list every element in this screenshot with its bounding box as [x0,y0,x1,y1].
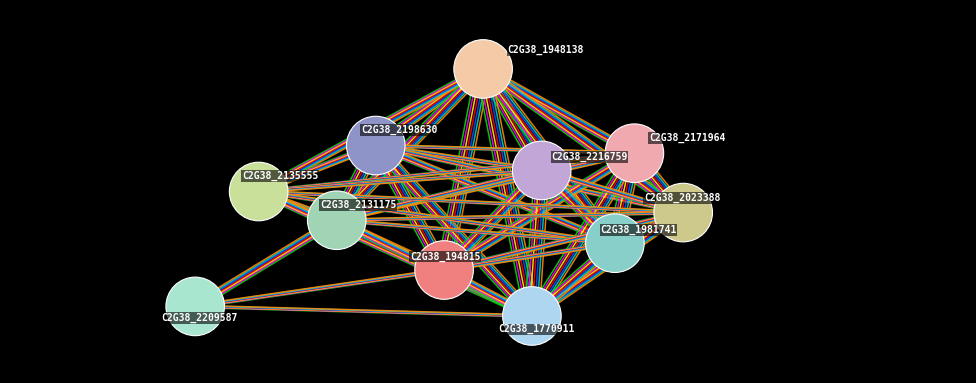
Text: C2G38_2131175: C2G38_2131175 [320,200,396,210]
Ellipse shape [415,241,473,299]
Ellipse shape [605,124,664,182]
Text: C2G38_2198630: C2G38_2198630 [361,125,437,135]
Ellipse shape [503,287,561,345]
Text: C2G38_1770911: C2G38_1770911 [498,324,574,334]
Text: C2G38_2216759: C2G38_2216759 [551,152,628,162]
Ellipse shape [166,277,224,336]
Ellipse shape [346,116,405,175]
Ellipse shape [512,141,571,200]
Ellipse shape [307,191,366,249]
Text: C2G38_2135555: C2G38_2135555 [242,171,318,181]
Ellipse shape [454,40,512,98]
Ellipse shape [654,183,712,242]
Ellipse shape [229,162,288,221]
Text: C2G38_2171964: C2G38_2171964 [649,133,725,143]
Text: C2G38_194815: C2G38_194815 [410,252,480,262]
Text: C2G38_1948138: C2G38_1948138 [508,45,584,55]
Text: C2G38_1981741: C2G38_1981741 [600,225,676,235]
Text: C2G38_2023388: C2G38_2023388 [644,193,720,203]
Text: C2G38_2209587: C2G38_2209587 [161,313,237,323]
Ellipse shape [586,214,644,272]
